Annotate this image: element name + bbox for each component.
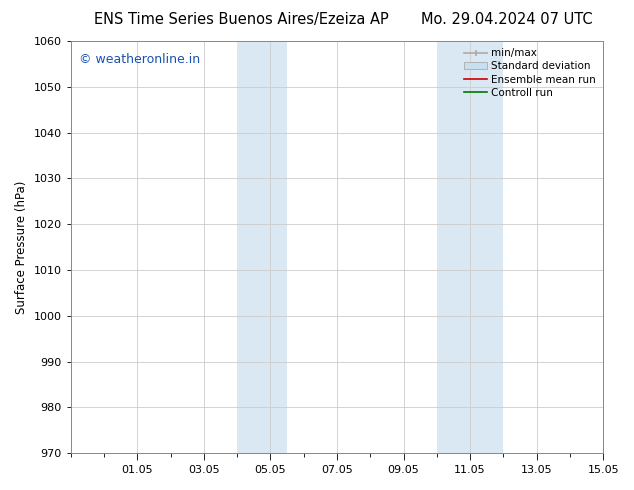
Bar <box>237 41 287 453</box>
Text: Mo. 29.04.2024 07 UTC: Mo. 29.04.2024 07 UTC <box>422 12 593 27</box>
Text: ENS Time Series Buenos Aires/Ezeiza AP: ENS Time Series Buenos Aires/Ezeiza AP <box>94 12 388 27</box>
Y-axis label: Surface Pressure (hPa): Surface Pressure (hPa) <box>15 180 28 314</box>
Legend: min/max, Standard deviation, Ensemble mean run, Controll run: min/max, Standard deviation, Ensemble me… <box>462 46 598 100</box>
Bar <box>437 41 503 453</box>
Text: © weatheronline.in: © weatheronline.in <box>79 53 200 67</box>
